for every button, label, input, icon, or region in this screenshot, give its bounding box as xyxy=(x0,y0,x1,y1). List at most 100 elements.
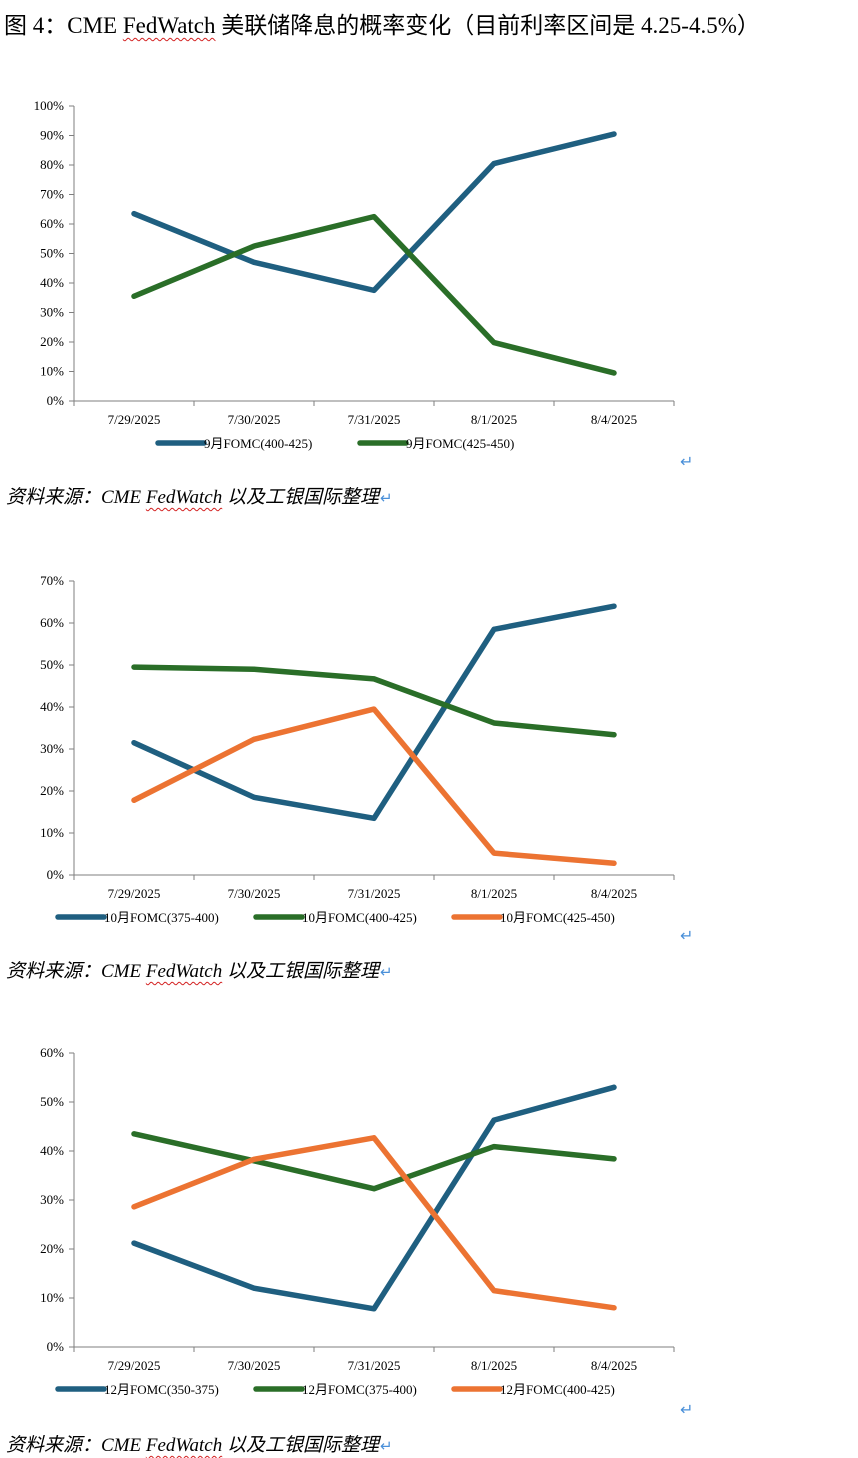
y-tick-label: 70% xyxy=(40,573,64,588)
series-line xyxy=(131,706,617,866)
title-fedwatch: FedWatch xyxy=(122,13,216,38)
x-tick-label: 7/29/2025 xyxy=(108,886,161,901)
x-tick-label: 7/31/2025 xyxy=(348,412,401,427)
x-tick-label: 7/31/2025 xyxy=(348,1358,401,1373)
data-point xyxy=(371,1135,377,1141)
legend-label: 10月FOMC(425-450) xyxy=(500,910,615,925)
source-suffix: 以及工银国际整理 xyxy=(222,1435,379,1456)
x-tick-label: 8/1/2025 xyxy=(471,886,517,901)
data-point xyxy=(251,1285,257,1291)
y-tick-label: 10% xyxy=(40,825,64,840)
data-point xyxy=(371,287,377,293)
legend-label: 9月FOMC(425-450) xyxy=(406,436,514,451)
y-tick-label: 50% xyxy=(40,657,64,672)
data-point xyxy=(491,1288,497,1294)
data-point xyxy=(611,732,617,738)
data-point xyxy=(131,1240,137,1246)
y-tick-label: 100% xyxy=(34,98,65,113)
data-point xyxy=(131,211,137,217)
data-point xyxy=(491,161,497,167)
x-tick-label: 7/30/2025 xyxy=(228,412,281,427)
x-tick-label: 7/31/2025 xyxy=(348,886,401,901)
data-point xyxy=(371,1186,377,1192)
title-suffix: 美联储降息的概率变化（目前利率区间是 4.25-4.5%） xyxy=(215,13,760,38)
y-tick-label: 60% xyxy=(40,1045,64,1060)
y-tick-label: 70% xyxy=(40,187,64,202)
x-tick-label: 7/29/2025 xyxy=(108,1358,161,1373)
legend-label: 12月FOMC(375-400) xyxy=(302,1382,417,1397)
series-line xyxy=(131,1084,617,1312)
y-tick-label: 30% xyxy=(40,1192,64,1207)
y-tick-label: 20% xyxy=(40,1241,64,1256)
data-point xyxy=(491,720,497,726)
data-point xyxy=(131,740,137,746)
chart-october-svg: 0% 10% 20% 30% 40% 50% 60% 70% 7/29/2025 7/30/202… xyxy=(40,573,675,925)
data-point xyxy=(251,794,257,800)
y-tick-label: 20% xyxy=(40,334,64,349)
data-point xyxy=(131,664,137,670)
source-prefix: 资料来源：CME xyxy=(6,961,146,982)
x-tick-label: 7/30/2025 xyxy=(228,1358,281,1373)
y-tick-label: 30% xyxy=(40,741,64,756)
data-point xyxy=(491,1117,497,1123)
x-tick-label: 7/29/2025 xyxy=(108,412,161,427)
data-point xyxy=(611,370,617,376)
source-note: 资料来源：CME FedWatch 以及工银国际整理↵ xyxy=(6,482,393,509)
data-point xyxy=(371,706,377,712)
source-fedwatch: FedWatch xyxy=(145,1435,223,1456)
legend-label: 12月FOMC(350-375) xyxy=(104,1382,219,1397)
x-tick-label: 8/4/2025 xyxy=(591,412,637,427)
y-tick-label: 40% xyxy=(40,1143,64,1158)
data-point xyxy=(251,666,257,672)
chart-december-svg: 0% 10% 20% 30% 40% 50% 60% 7/29/2025 7/30/2025 7/… xyxy=(40,1045,675,1397)
y-tick-label: 50% xyxy=(40,1094,64,1109)
data-point xyxy=(491,626,497,632)
chart-september: 0% 10% 20% 30% 40% 50% 60% 70% 80% 90% 100% 7/29/20… xyxy=(0,92,858,472)
x-tick-label: 8/4/2025 xyxy=(591,1358,637,1373)
data-point xyxy=(491,850,497,856)
x-tick-label: 7/30/2025 xyxy=(228,886,281,901)
source-prefix: 资料来源：CME xyxy=(6,487,146,508)
y-tick-label: 0% xyxy=(47,393,65,408)
legend-label: 12月FOMC(400-425) xyxy=(500,1382,615,1397)
x-tick-label: 8/4/2025 xyxy=(591,886,637,901)
chart-october: 0% 10% 20% 30% 40% 50% 60% 70% 7/29/2025 7/30/202… xyxy=(0,566,858,946)
legend-label: 10月FOMC(400-425) xyxy=(302,910,417,925)
data-point xyxy=(131,1131,137,1137)
y-tick-label: 30% xyxy=(40,305,64,320)
data-point xyxy=(131,293,137,299)
y-tick-label: 20% xyxy=(40,783,64,798)
source-prefix: 资料来源：CME xyxy=(6,1435,146,1456)
source-suffix: 以及工银国际整理 xyxy=(222,961,379,982)
data-point xyxy=(611,131,617,137)
data-point xyxy=(251,243,257,249)
data-point xyxy=(371,676,377,682)
legend-label: 10月FOMC(375-400) xyxy=(104,910,219,925)
data-point xyxy=(611,860,617,866)
source-note: 资料来源：CME FedWatch 以及工银国际整理↵ xyxy=(6,1430,393,1457)
y-tick-label: 40% xyxy=(40,699,64,714)
data-point xyxy=(611,1084,617,1090)
figure-title: 图 4：CME FedWatch 美联储降息的概率变化（目前利率区间是 4.25… xyxy=(4,6,760,40)
data-point xyxy=(371,815,377,821)
y-tick-label: 0% xyxy=(47,1339,65,1354)
y-tick-label: 80% xyxy=(40,157,64,172)
data-point xyxy=(251,1156,257,1162)
data-point xyxy=(491,1144,497,1150)
source-fedwatch: FedWatch xyxy=(145,487,223,508)
paragraph-return-icon: ↵ xyxy=(680,926,694,945)
source-note: 资料来源：CME FedWatch 以及工银国际整理↵ xyxy=(6,956,393,983)
paragraph-return-icon: ↵ xyxy=(379,963,393,981)
source-suffix: 以及工银国际整理 xyxy=(222,487,379,508)
y-tick-label: 90% xyxy=(40,128,64,143)
x-tick-label: 8/1/2025 xyxy=(471,412,517,427)
data-point xyxy=(371,1306,377,1312)
y-tick-label: 50% xyxy=(40,246,64,261)
data-point xyxy=(251,259,257,265)
data-point xyxy=(491,340,497,346)
data-point xyxy=(611,1305,617,1311)
paragraph-return-icon: ↵ xyxy=(680,452,694,471)
data-point xyxy=(611,603,617,609)
source-fedwatch: FedWatch xyxy=(145,961,223,982)
data-point xyxy=(251,736,257,742)
